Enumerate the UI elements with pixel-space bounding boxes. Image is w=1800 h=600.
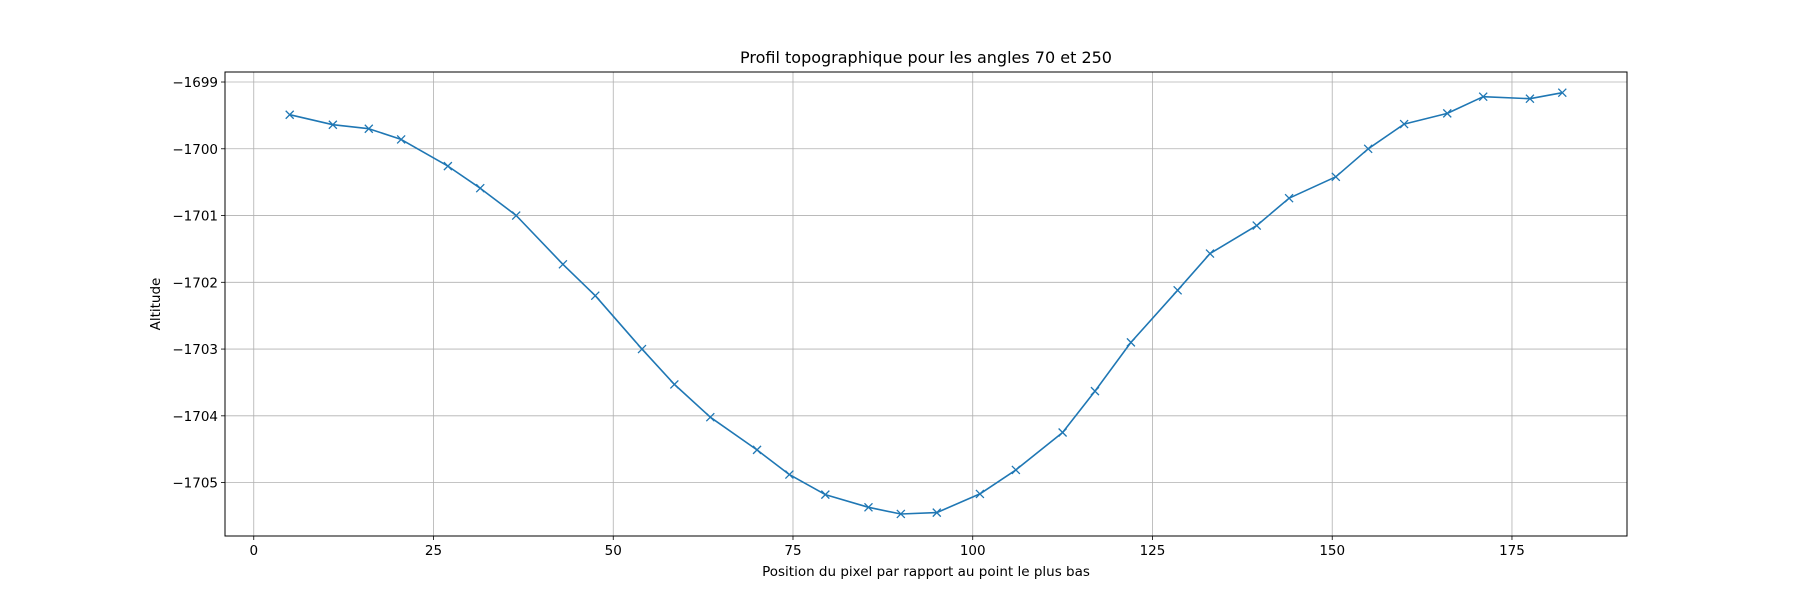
data-point-marker [1058, 428, 1068, 437]
y-tick-label: −1703 [172, 342, 218, 358]
data-point-marker [1252, 221, 1262, 231]
data-point-marker [285, 110, 295, 120]
data-point-marker [820, 490, 830, 500]
x-tick-label: 125 [1140, 543, 1166, 559]
data-point-marker [752, 445, 762, 455]
x-tick-label: 75 [784, 543, 801, 559]
data-point-marker [1331, 172, 1341, 182]
data-point-marker [637, 344, 647, 354]
data-point-marker [1363, 144, 1373, 154]
data-point-marker [1284, 193, 1294, 203]
data-point-marker [1011, 465, 1021, 475]
data-point-marker [443, 161, 453, 171]
data-point-marker [1399, 119, 1409, 129]
data-point-marker [784, 470, 794, 480]
y-tick-label: −1702 [172, 275, 218, 291]
x-tick-label: 100 [960, 543, 986, 559]
data-point-marker [1205, 249, 1215, 259]
chart-title: Profil topographique pour les angles 70 … [740, 48, 1112, 67]
data-point-marker [590, 291, 600, 301]
grid [225, 72, 1627, 536]
data-point-marker [511, 211, 521, 220]
y-tick-label: −1701 [172, 209, 218, 225]
series-line [289, 91, 1563, 515]
data-point-marker [364, 124, 374, 134]
x-axis-title: Position du pixel par rapport au point l… [762, 564, 1090, 580]
x-tick-label: 25 [425, 543, 442, 559]
y-axis-title: Altitude [148, 278, 164, 331]
data-point-marker [328, 120, 338, 130]
data-point-marker [475, 183, 485, 193]
data-point-marker [1090, 386, 1100, 396]
plot-frame [224, 71, 1628, 537]
data-point-marker [1525, 94, 1535, 104]
data-point-marker [1126, 337, 1136, 347]
ticks: 0 25 50 75 100 125 150 175 −1699 −1700 −1701 −1702 −… [172, 75, 1525, 559]
series-layer [285, 88, 1567, 519]
y-tick-label: −1704 [172, 409, 218, 425]
data-point-marker [1478, 92, 1488, 102]
y-tick-label: −1705 [172, 476, 218, 492]
x-tick-label: 150 [1319, 543, 1345, 559]
data-point-marker [669, 379, 679, 389]
data-point-marker [1557, 88, 1567, 98]
data-point-marker [896, 509, 906, 519]
x-tick-label: 50 [605, 543, 622, 559]
data-point-marker [932, 508, 942, 518]
data-point-marker [558, 259, 568, 269]
x-tick-label: 0 [249, 543, 258, 559]
y-tick-label: −1700 [172, 142, 218, 158]
data-point-marker [705, 412, 715, 422]
data-point-marker [396, 134, 406, 144]
data-point-marker [1173, 285, 1183, 295]
data-point-marker [864, 502, 873, 512]
data-point-marker [975, 489, 985, 499]
x-tick-label: 175 [1499, 543, 1525, 559]
data-point-marker [1442, 108, 1452, 118]
y-tick-label: −1699 [172, 75, 218, 91]
